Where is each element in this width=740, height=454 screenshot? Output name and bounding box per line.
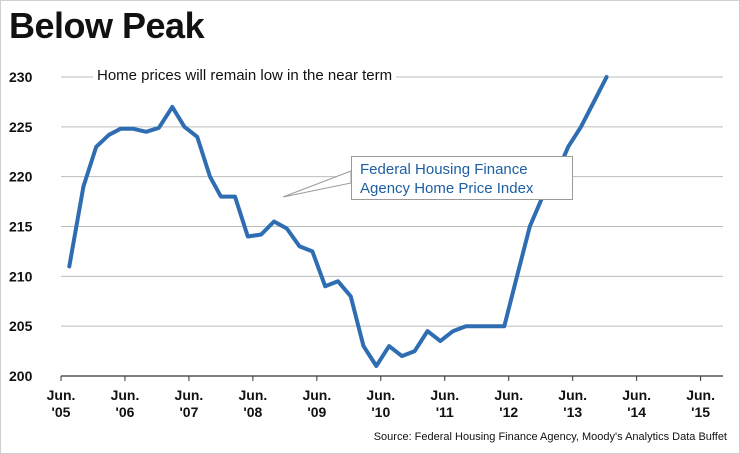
y-tick-label: 215 [9,219,33,235]
y-tick-label: 225 [9,119,33,135]
x-tick-label: Jun. '07 [175,387,204,420]
callout-pointer [282,170,352,198]
y-tick-labels: 200 205 210 215 220 225 230 [9,69,33,384]
series [67,75,609,368]
axes [60,375,723,381]
x-tick-label: Jun. '09 [302,387,331,420]
x-tick-label: Jun. '11 [430,387,459,420]
x-tick-label: Jun. '12 [494,387,523,420]
x-tick-label: Jun. '08 [238,387,267,420]
callout-pointer-shape [282,170,352,198]
chart-title: Below Peak [9,5,205,46]
y-tick-label: 205 [9,318,33,334]
series-callout-box: Federal Housing Finance Agency Home Pric… [351,156,573,200]
y-tick-label: 230 [9,69,33,85]
chart-subtitle: Home prices will remain low in the near … [93,67,397,84]
gridlines [61,76,723,327]
x-tick-label: Jun. '14 [622,387,651,420]
x-tick-label: Jun. '05 [47,387,76,420]
x-tick-label: Jun. '06 [111,387,140,420]
x-tick-labels: Jun. '05 Jun. '06 Jun. '07 Jun. '08 Jun. '09 Jun. '… [47,387,715,420]
source-note: Source: Federal Housing Finance Agency, … [373,431,727,443]
callout-line-1: Federal Housing Finance [360,161,528,178]
x-tick-label: Jun. '15 [686,387,715,420]
y-tick-label: 210 [9,268,33,284]
y-tick-label: 200 [9,368,33,384]
y-tick-label: 220 [9,169,33,185]
x-tick-label: Jun. '13 [558,387,587,420]
x-tick-label: Jun. '10 [366,387,395,420]
series-line-0 [67,75,609,368]
callout-line-2: Agency Home Price Index [360,180,534,197]
